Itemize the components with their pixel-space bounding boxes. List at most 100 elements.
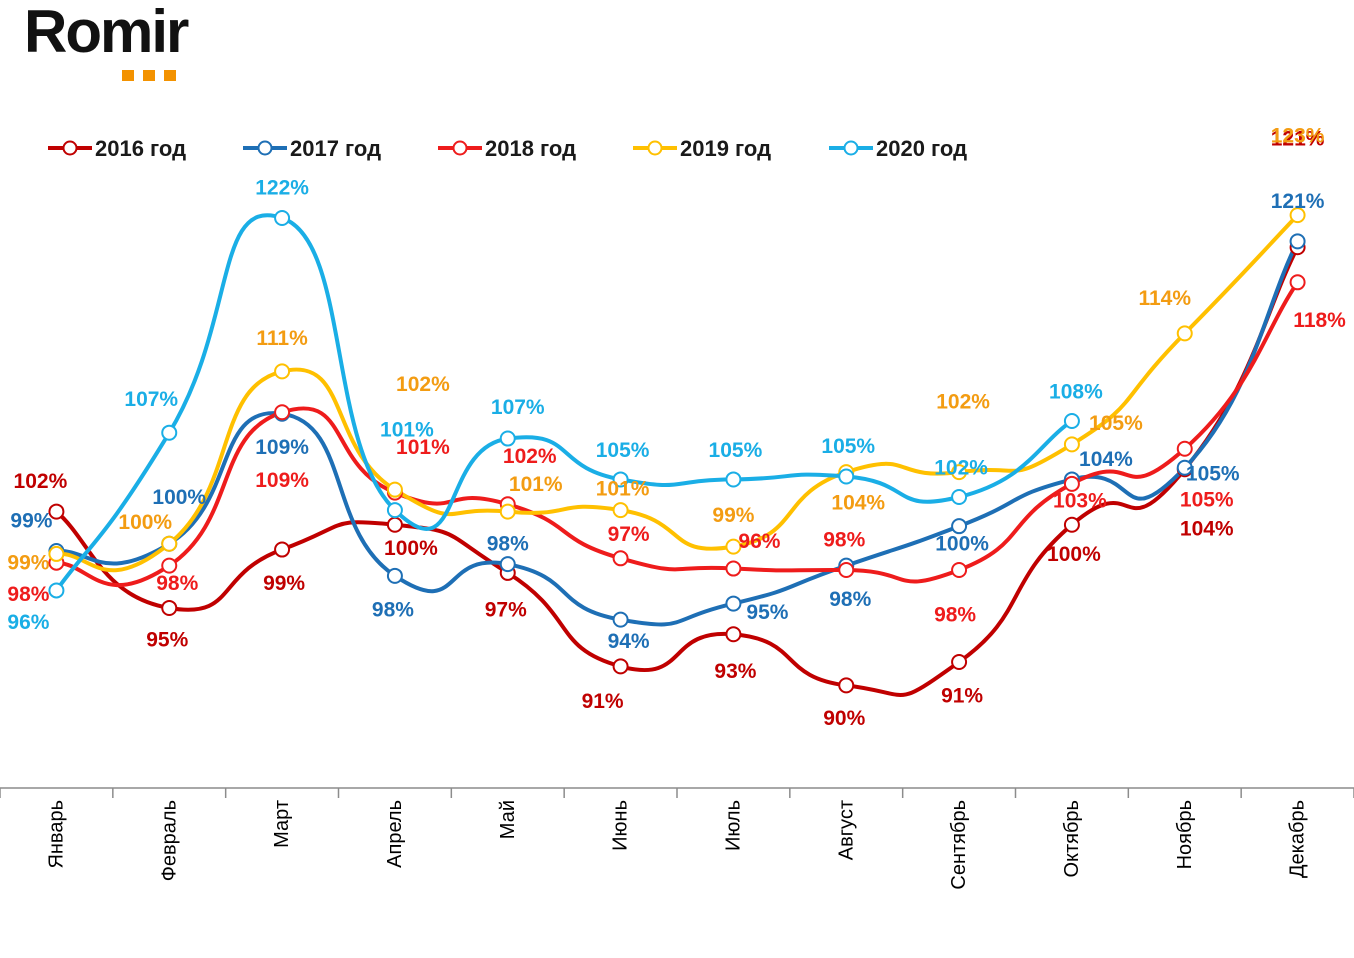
data-point	[386, 502, 403, 519]
data-point	[499, 556, 516, 573]
data-point	[161, 599, 178, 616]
logo-dot	[143, 70, 155, 81]
series-line	[54, 245, 1300, 697]
data-point	[951, 561, 968, 578]
data-label: 123%	[1271, 125, 1325, 148]
month-tick-label: Август	[835, 800, 857, 860]
legend-item: 2020 год	[829, 136, 967, 161]
legend-label: 2018 год	[485, 136, 576, 161]
data-label: 90%	[823, 707, 865, 730]
data-point	[161, 557, 178, 574]
data-label: 104%	[1079, 448, 1133, 471]
data-label: 97%	[485, 598, 527, 621]
series-markers	[48, 207, 1306, 694]
legend-swatch-marker	[452, 140, 468, 156]
data-label: 109%	[255, 436, 309, 459]
data-point	[612, 471, 629, 488]
data-label: 101%	[596, 478, 650, 501]
data-point	[386, 516, 403, 533]
data-point	[612, 550, 629, 567]
data-label: 101%	[396, 436, 450, 459]
data-point	[1063, 436, 1080, 453]
legend-label: 2017 год	[290, 136, 381, 161]
data-label: 122%	[255, 177, 309, 200]
data-point	[1176, 325, 1193, 342]
logo-text: Romir	[24, 0, 189, 65]
data-label: 102%	[936, 391, 990, 414]
data-point	[499, 503, 516, 520]
month-tick-label: Апрель	[384, 800, 406, 868]
data-point	[725, 626, 742, 643]
romir-logo: Romir	[24, 0, 189, 81]
data-point	[612, 502, 629, 519]
data-label: 118%	[1293, 309, 1346, 332]
data-label: 96%	[7, 611, 49, 634]
series-line	[54, 213, 1300, 573]
legend-swatch-marker	[257, 140, 273, 156]
month-tick-label: Май	[497, 800, 519, 839]
data-label: 102%	[503, 445, 557, 468]
data-label: 99%	[10, 510, 52, 533]
data-label: 100%	[384, 537, 438, 560]
data-point	[1063, 475, 1080, 492]
data-label: 121%	[1271, 128, 1325, 151]
data-label: 105%	[1089, 412, 1143, 435]
data-label: 91%	[941, 685, 983, 708]
data-label: 102%	[14, 470, 68, 493]
legend-item: 2018 год	[438, 136, 576, 161]
data-point	[48, 503, 65, 520]
series-lines	[54, 213, 1300, 697]
data-point	[1289, 233, 1306, 250]
data-point	[1176, 459, 1193, 476]
data-point	[838, 561, 855, 578]
legend-item: 2019 год	[633, 136, 771, 161]
data-label: 100%	[118, 511, 172, 534]
data-label: 98%	[372, 598, 414, 621]
data-label: 104%	[831, 492, 885, 515]
legend-label: 2019 год	[680, 136, 771, 161]
data-point	[274, 404, 291, 421]
data-point	[48, 582, 65, 599]
data-label: 93%	[714, 660, 756, 683]
data-label: 105%	[1180, 488, 1234, 511]
x-axis: Январь Февраль Март Апрель Май Июнь Июль Август…	[0, 787, 1354, 890]
series-line	[54, 280, 1300, 588]
data-point	[274, 363, 291, 380]
logo-dot	[164, 70, 176, 81]
data-point	[951, 654, 968, 671]
data-label: 114%	[1138, 287, 1191, 310]
series-line	[54, 239, 1300, 627]
data-label: 98%	[487, 533, 529, 556]
data-label: 94%	[608, 630, 650, 653]
data-label: 105%	[596, 439, 650, 462]
chart-legend: 2016 год 2017 год 2018 год 2019 год 2020 год	[48, 136, 967, 161]
data-label: 99%	[263, 572, 305, 595]
month-tick-label: Февраль	[158, 800, 180, 881]
data-point	[161, 535, 178, 552]
month-tick-label: Декабрь	[1287, 800, 1309, 878]
logo-dots	[122, 70, 176, 81]
data-label: 98%	[823, 528, 865, 551]
legend-swatch-marker	[843, 140, 859, 156]
legend-item: 2016 год	[48, 136, 186, 161]
data-label: 95%	[146, 628, 188, 651]
data-label: 100%	[1047, 543, 1101, 566]
data-label: 105%	[709, 439, 763, 462]
data-point	[1289, 274, 1306, 291]
data-point	[725, 471, 742, 488]
month-tick-label: Июль	[722, 800, 744, 851]
data-point	[1289, 207, 1306, 224]
data-label: 108%	[1049, 381, 1103, 404]
data-label: 105%	[1186, 462, 1240, 485]
data-label: 98%	[829, 588, 871, 611]
data-point	[725, 560, 742, 577]
month-tick-label: Март	[271, 800, 293, 848]
data-label: 98%	[934, 603, 976, 626]
month-tick-label: Октябрь	[1061, 800, 1083, 878]
legend-label: 2016 год	[95, 136, 186, 161]
legend-item: 2017 год	[243, 136, 381, 161]
data-point	[274, 541, 291, 558]
data-label: 107%	[124, 388, 178, 411]
month-tick-label: Сентябрь	[948, 800, 970, 890]
